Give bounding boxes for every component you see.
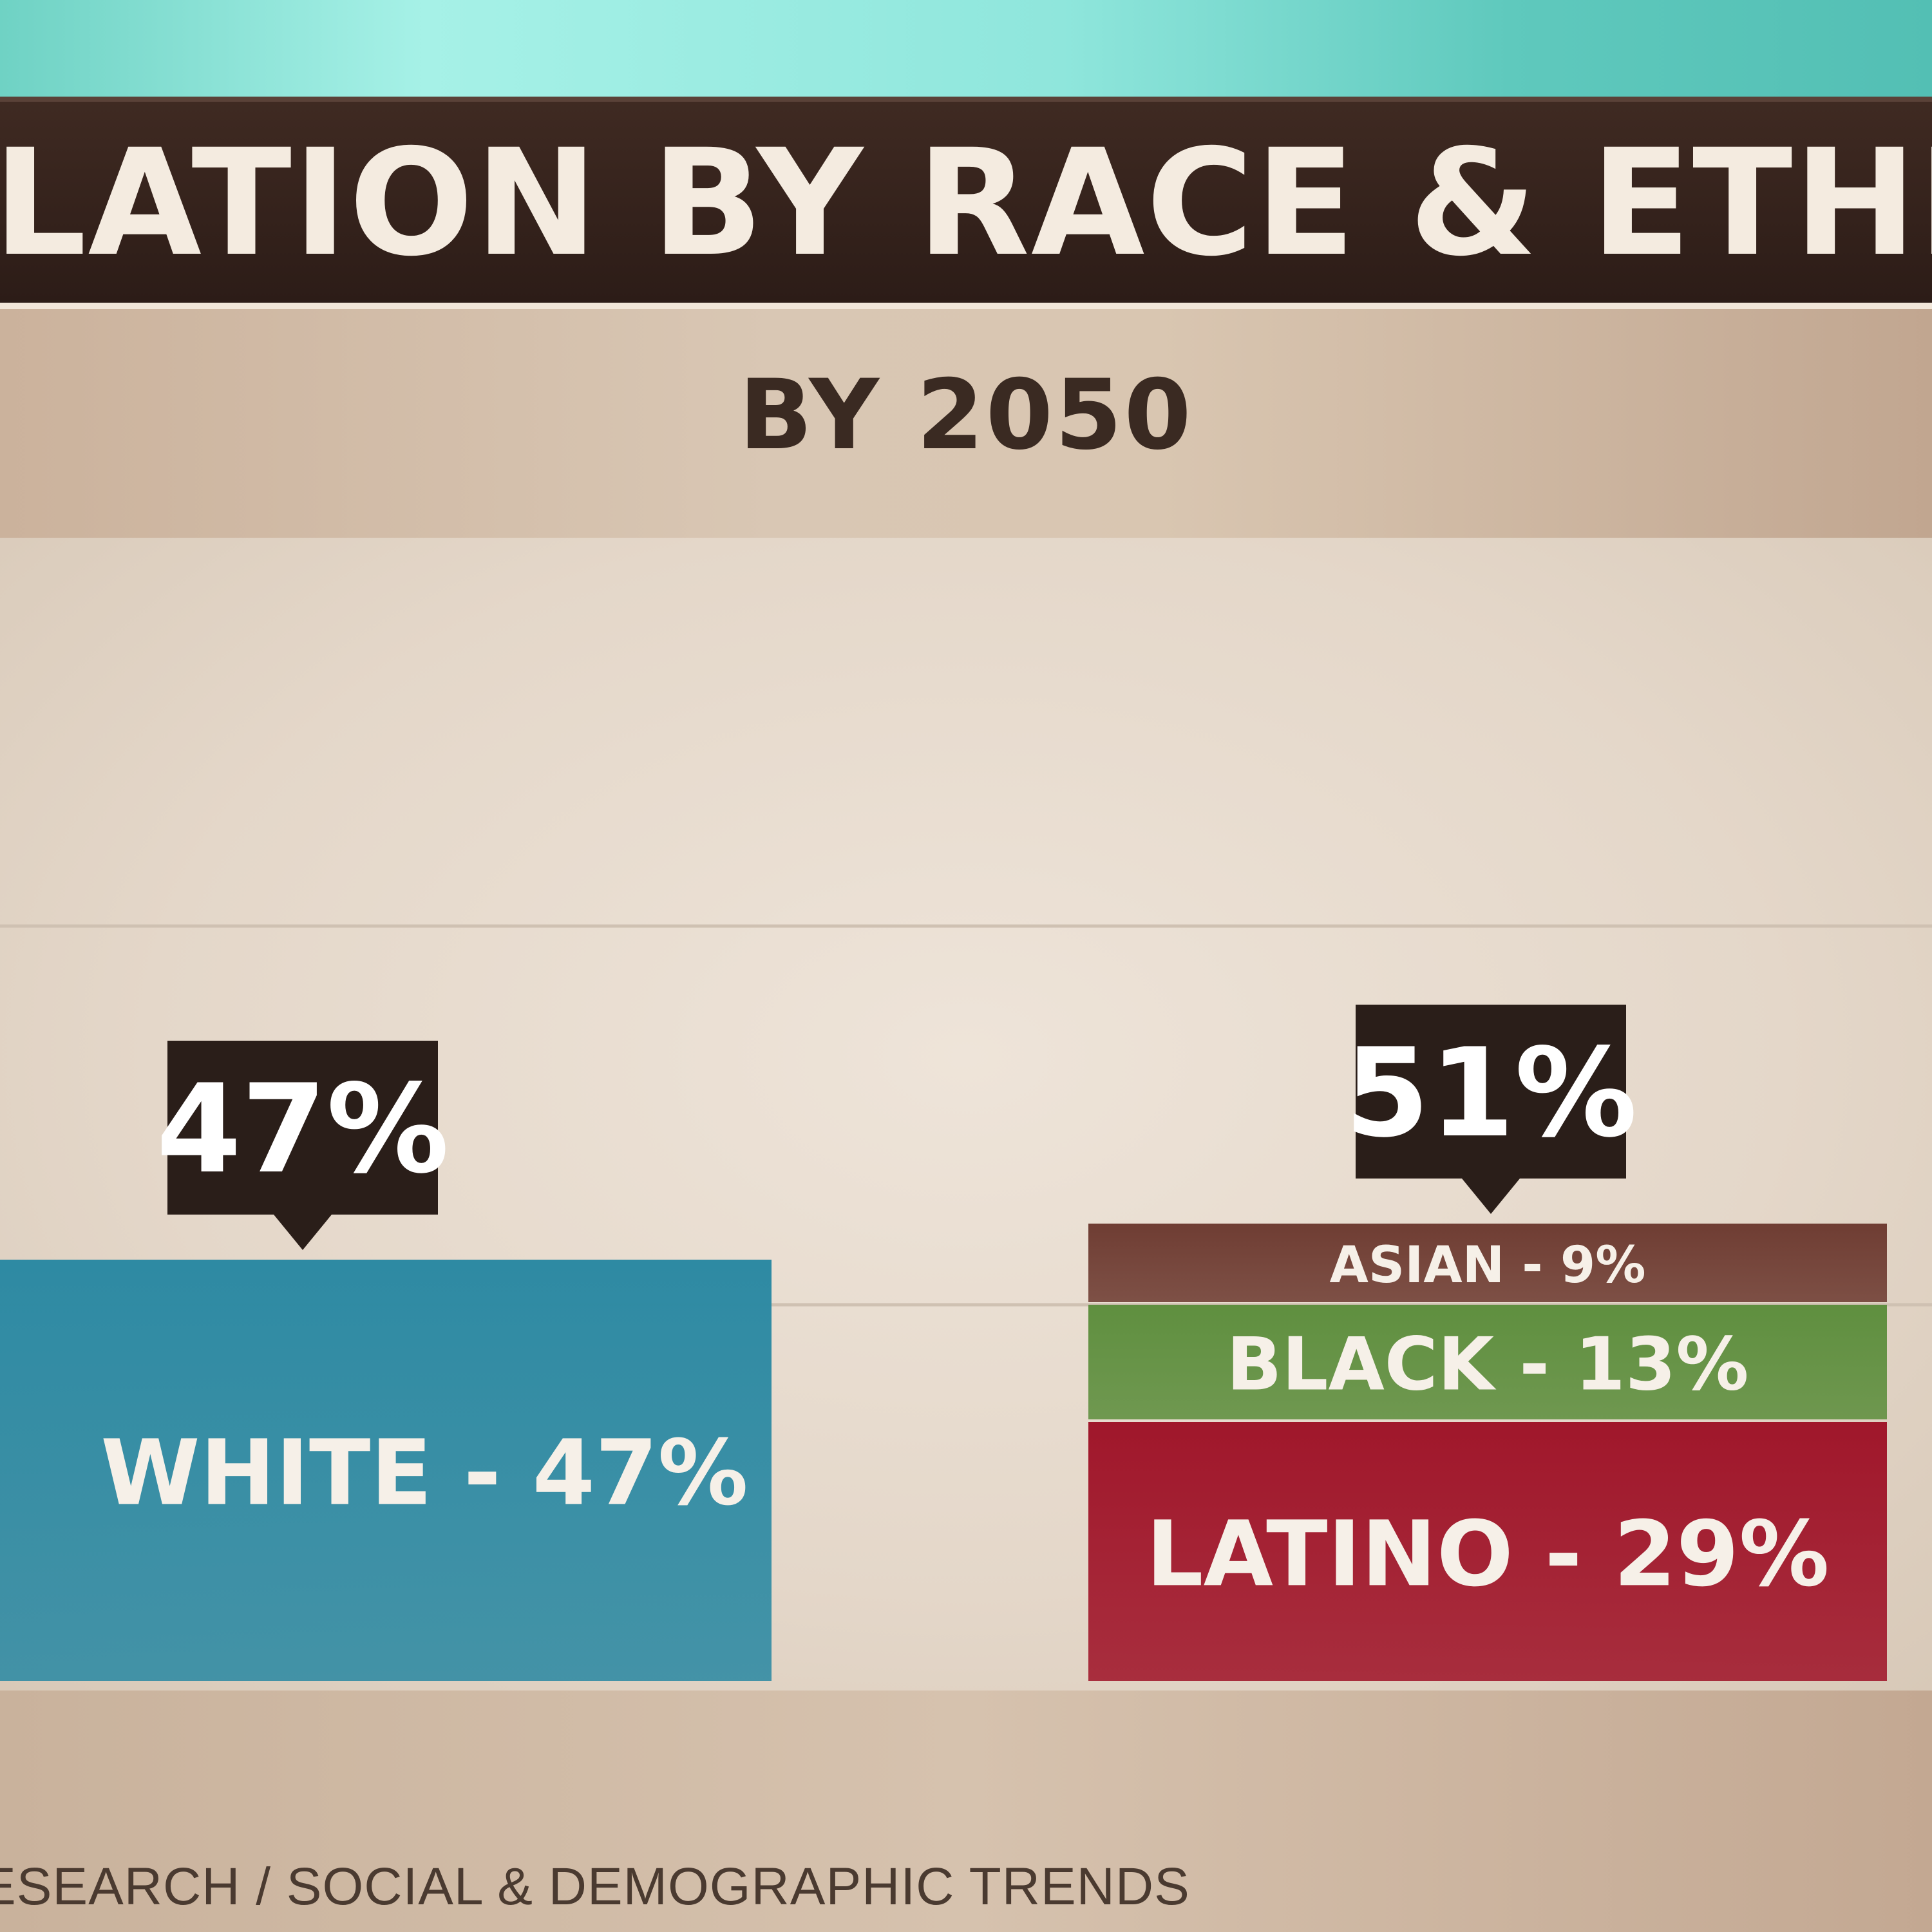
subtitle-band: [0, 309, 1932, 538]
source-footer: ESEARCH / SOCIAL & DEMOGRAPHIC TRENDS: [0, 1857, 1190, 1916]
top-decorative-band: [0, 0, 1932, 97]
bar-segment-black: [1088, 1305, 1887, 1419]
title-bar: [0, 97, 1932, 309]
chart-title: ULATION BY RACE & ETHNI: [0, 117, 1932, 289]
bar-segment-latino: [1088, 1422, 1887, 1681]
bar-segment-asian: [1088, 1224, 1887, 1302]
segment-label-asian: ASIAN - 9%: [1329, 1236, 1645, 1294]
chart-subtitle: BY 2050: [739, 359, 1193, 471]
total-callout-1: [167, 1041, 438, 1250]
total-label-1: 47%: [156, 1058, 450, 1200]
bar-segment-white: [0, 1260, 772, 1681]
segment-label-black: BLACK - 13%: [1227, 1322, 1749, 1407]
footer-band: [0, 1690, 1932, 1932]
segment-label-latino: LATINO - 29%: [1146, 1502, 1829, 1607]
segment-label-white: WHITE - 47%: [100, 1421, 748, 1526]
total-label-2: 51%: [1345, 1022, 1638, 1164]
total-callout-2: [1356, 1005, 1626, 1214]
